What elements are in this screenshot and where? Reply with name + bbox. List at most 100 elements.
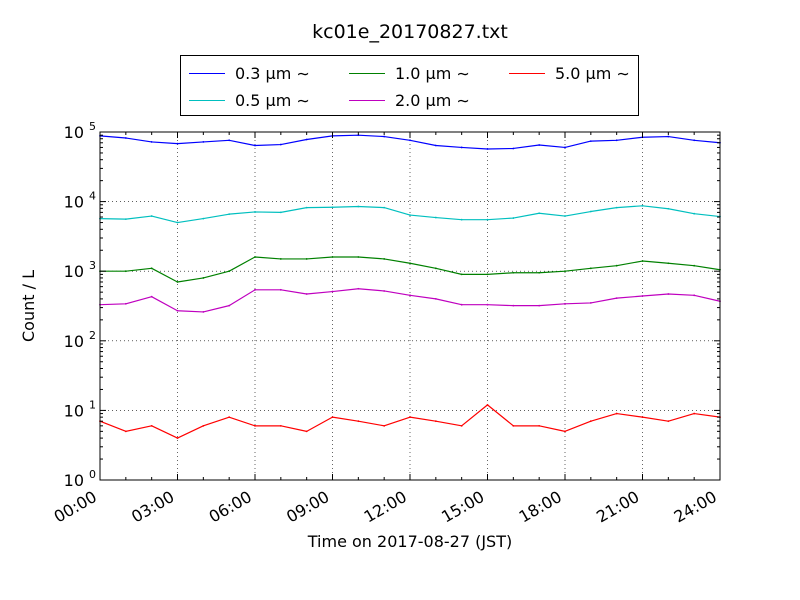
data-point-series-4 xyxy=(202,424,205,427)
x-tick-label: 15:00 xyxy=(438,487,487,527)
data-point-series-4 xyxy=(176,437,179,439)
data-point-series-2 xyxy=(254,256,256,258)
y-tick-label: 10 2 xyxy=(64,329,96,351)
data-point-series-3 xyxy=(564,302,566,305)
data-point-series-3 xyxy=(124,302,127,305)
data-point-series-1 xyxy=(667,207,670,210)
x-tick-labels: 00:00 03:00 06:00 09:00 12:00 15:00 18:00 21:00… xyxy=(51,487,720,527)
data-point-series-0 xyxy=(150,141,153,143)
data-point-series-0 xyxy=(202,141,205,143)
legend: 0.3 μm ∼ 1.0 μm ∼ 5.0 μm ∼ 0.5 μm ∼ 2.0 … xyxy=(180,55,639,116)
data-point-series-2 xyxy=(589,267,592,270)
data-point-series-1 xyxy=(409,214,411,216)
data-point-series-4 xyxy=(512,424,515,427)
data-point-series-1 xyxy=(383,206,386,209)
data-point-series-2 xyxy=(641,260,644,262)
data-point-series-2 xyxy=(512,271,515,274)
data-point-series-3 xyxy=(357,287,360,290)
legend-label: 1.0 μm ∼ xyxy=(395,64,470,83)
data-point-series-2 xyxy=(383,258,386,260)
data-point-series-1 xyxy=(615,206,618,209)
y-axis-label: Count / L xyxy=(19,270,38,342)
data-point-series-0 xyxy=(254,144,256,147)
data-point-series-1 xyxy=(176,221,179,224)
ticks xyxy=(99,131,721,481)
data-point-series-0 xyxy=(176,142,179,145)
legend-swatch xyxy=(349,100,385,101)
data-point-series-0 xyxy=(538,144,541,146)
data-point-series-0 xyxy=(667,135,670,138)
data-point-series-2 xyxy=(667,262,670,265)
chart-title: kc01e_20170827.txt xyxy=(312,21,508,43)
data-point-series-1 xyxy=(279,211,282,214)
data-point-series-2 xyxy=(176,281,179,283)
data-point-series-4 xyxy=(589,420,592,423)
data-point-series-4 xyxy=(150,424,153,427)
legend-swatch xyxy=(349,73,385,74)
y-tick-label: 10 1 xyxy=(64,398,96,420)
data-point-series-2 xyxy=(434,267,437,270)
data-point-series-0 xyxy=(589,140,592,143)
data-point-series-4 xyxy=(228,416,231,419)
data-point-series-3 xyxy=(254,288,256,291)
data-point-series-2 xyxy=(305,258,308,260)
data-point-series-3 xyxy=(228,304,231,307)
x-tick-label: 09:00 xyxy=(283,487,332,527)
data-point-series-1 xyxy=(486,218,489,221)
data-point-series-0 xyxy=(693,139,696,142)
data-point-series-2 xyxy=(331,256,334,258)
data-point-series-4 xyxy=(331,416,334,419)
data-point-series-4 xyxy=(538,424,541,427)
data-point-series-1 xyxy=(538,212,541,215)
data-point-series-3 xyxy=(279,288,282,291)
legend-label: 0.3 μm ∼ xyxy=(235,64,310,83)
data-point-series-3 xyxy=(176,309,179,312)
data-point-series-3 xyxy=(538,304,541,307)
data-point-series-1 xyxy=(460,218,463,221)
data-point-series-1 xyxy=(124,218,127,221)
data-point-series-2 xyxy=(279,258,282,260)
data-point-series-1 xyxy=(564,215,566,217)
data-point-series-3 xyxy=(460,303,463,306)
x-tick-label: 18:00 xyxy=(516,487,565,527)
data-point-series-1 xyxy=(641,204,644,207)
data-point-series-1 xyxy=(357,205,360,208)
data-point-series-0 xyxy=(409,139,411,142)
data-point-series-4 xyxy=(667,420,670,423)
data-point-series-4 xyxy=(434,420,437,423)
y-tick-label: 10 4 xyxy=(64,190,96,212)
data-point-series-4 xyxy=(254,424,256,427)
grid xyxy=(100,132,720,480)
x-axis-label: Time on 2017-08-27 (JST) xyxy=(307,532,512,551)
y-tick-label: 10 3 xyxy=(64,259,96,281)
data-point-series-4 xyxy=(486,403,489,406)
x-tick-label: 12:00 xyxy=(361,487,410,527)
series-line-4 xyxy=(99,404,721,439)
data-point-series-3 xyxy=(383,290,386,292)
data-point-series-3 xyxy=(202,311,205,313)
data-point-series-4 xyxy=(564,430,566,433)
data-point-series-2 xyxy=(202,277,205,279)
data-point-series-4 xyxy=(615,412,618,415)
data-point-series-0 xyxy=(460,146,463,149)
data-point-series-3 xyxy=(409,294,411,297)
data-point-series-3 xyxy=(486,303,489,306)
data-point-series-3 xyxy=(512,304,515,307)
legend-swatch xyxy=(189,100,225,101)
data-point-series-3 xyxy=(615,297,618,300)
data-point-series-1 xyxy=(589,210,592,213)
data-point-series-3 xyxy=(331,290,334,293)
data-point-series-2 xyxy=(124,270,127,273)
data-point-series-1 xyxy=(331,206,334,209)
data-point-series-4 xyxy=(641,416,644,419)
data-point-series-2 xyxy=(409,262,411,265)
data-point-series-0 xyxy=(512,147,515,150)
data-point-series-1 xyxy=(434,216,437,219)
data-point-series-2 xyxy=(693,264,696,267)
data-point-series-1 xyxy=(150,215,153,217)
data-point-series-0 xyxy=(615,139,618,142)
data-point-series-4 xyxy=(279,424,282,427)
legend-label: 5.0 μm ∼ xyxy=(555,64,630,83)
